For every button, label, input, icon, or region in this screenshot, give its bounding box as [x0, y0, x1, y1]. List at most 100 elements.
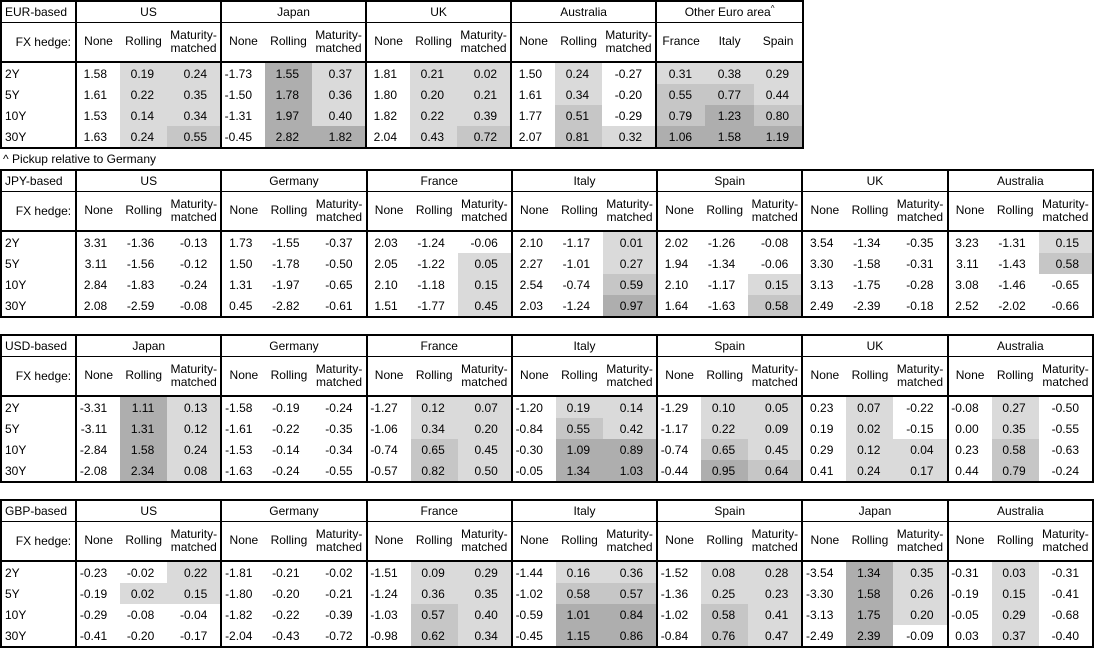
column-header: Maturity-matched [748, 521, 803, 562]
group-header: France [365, 170, 512, 192]
value-cell: 0.45 [457, 295, 512, 317]
tenor-label: 2Y [1, 396, 78, 418]
value-cell: 1.31 [120, 418, 168, 439]
group-header: Italy [510, 500, 658, 522]
value-cell: 1.58 [120, 439, 168, 460]
value-cell: 0.77 [705, 84, 755, 105]
value-cell: 0.21 [457, 84, 512, 105]
tenor-label: 10Y [1, 105, 77, 126]
column-header: Maturity-matched [312, 22, 367, 63]
value-cell: 0.12 [846, 439, 894, 460]
value-cell: -0.04 [180, 607, 208, 622]
value-cell: 0.80 [754, 105, 804, 126]
value-cell: -0.21 [272, 565, 300, 580]
column-header: Rolling [120, 521, 168, 562]
value-cell: 0.45 [220, 295, 266, 317]
value-cell: -2.04 [220, 625, 266, 647]
value-cell: -0.12 [180, 256, 208, 271]
value-cell: 0.35 [167, 84, 222, 105]
value-cell: 0.21 [410, 62, 458, 84]
value-cell: -0.24 [272, 463, 300, 478]
column-header: None [946, 191, 992, 232]
group-header: US [75, 170, 222, 192]
value-cell: -0.24 [1051, 463, 1079, 478]
value-cell: -0.55 [1051, 421, 1079, 436]
column-header: Italy [705, 22, 755, 63]
column-header: Maturity-matched [603, 191, 658, 232]
value-cell: -1.29 [656, 396, 702, 418]
value-cell: 0.03 [946, 625, 992, 647]
value-cell: 0.29 [801, 439, 847, 460]
value-cell: 0.16 [555, 561, 603, 583]
value-cell: -0.74 [562, 277, 590, 292]
column-header: Rolling [410, 521, 458, 562]
value-cell: -0.31 [946, 561, 992, 583]
value-cell: 2.54 [510, 274, 556, 295]
value-cell: -1.44 [510, 561, 556, 583]
value-cell: 0.08 [167, 460, 222, 482]
value-cell: 0.27 [603, 253, 658, 274]
value-cell: 0.19 [120, 62, 167, 84]
column-header: Rolling [555, 22, 603, 63]
value-cell: -0.34 [325, 442, 353, 457]
value-cell: 0.29 [991, 604, 1039, 625]
value-cell: -1.73 [220, 62, 266, 84]
value-cell: 0.09 [748, 418, 803, 439]
value-cell: 0.34 [167, 105, 222, 126]
value-cell: 1.03 [603, 460, 658, 482]
value-cell: -0.02 [325, 565, 353, 580]
column-header: None [220, 191, 266, 232]
value-cell: 2.10 [656, 274, 702, 295]
value-cell: -1.78 [272, 256, 300, 271]
value-cell: 0.12 [167, 418, 222, 439]
column-header: Rolling [120, 356, 168, 397]
value-cell: 3.13 [801, 274, 847, 295]
value-cell: -1.34 [707, 256, 736, 271]
group-header-label: UK [866, 339, 884, 353]
value-cell: 0.36 [312, 84, 367, 105]
column-header: None [801, 356, 847, 397]
value-cell: 0.22 [410, 105, 458, 126]
group-header-label: France [420, 339, 458, 353]
value-cell: 0.04 [893, 439, 948, 460]
value-cell: -0.19 [272, 400, 300, 415]
value-cell: 1.23 [705, 105, 755, 126]
value-cell: -0.45 [220, 126, 266, 148]
value-cell: -0.05 [510, 460, 556, 482]
value-cell: -1.58 [220, 396, 266, 418]
value-cell: 0.47 [748, 625, 803, 647]
value-cell: 0.29 [457, 561, 512, 583]
value-cell: -2.84 [75, 439, 121, 460]
value-cell: 0.37 [312, 62, 367, 84]
value-cell: -0.09 [906, 628, 934, 643]
value-cell: 1.82 [365, 105, 411, 126]
column-header: Maturity-matched [457, 521, 512, 562]
column-header: Maturity-matched [1038, 191, 1093, 232]
value-cell: -1.24 [417, 235, 445, 250]
group-header: UK [801, 335, 948, 357]
value-cell: 0.40 [312, 105, 367, 126]
value-cell: 0.36 [410, 583, 458, 604]
value-cell: 0.24 [167, 62, 222, 84]
value-cell: 1.55 [265, 62, 313, 84]
value-cell: -1.80 [220, 583, 266, 604]
column-header: Rolling [265, 191, 313, 232]
value-cell: 0.34 [555, 84, 603, 105]
group-header-label: Spain [714, 174, 746, 188]
column-header: None [75, 191, 121, 232]
value-cell: -0.02 [126, 565, 155, 580]
value-cell: -1.26 [707, 235, 736, 250]
tenor-label: 10Y [1, 274, 78, 295]
value-cell: 0.03 [991, 561, 1039, 583]
column-header: Maturity-matched [167, 22, 222, 63]
column-header: Rolling [410, 356, 458, 397]
base-currency-label: JPY-based [1, 170, 78, 192]
value-cell: 0.22 [701, 418, 749, 439]
value-cell: 0.35 [457, 583, 512, 604]
value-cell: 0.24 [555, 62, 603, 84]
value-cell: 0.64 [748, 460, 803, 482]
group-header-label: Japan [858, 504, 892, 518]
column-header: None [656, 191, 702, 232]
value-cell: -0.40 [1051, 628, 1079, 643]
